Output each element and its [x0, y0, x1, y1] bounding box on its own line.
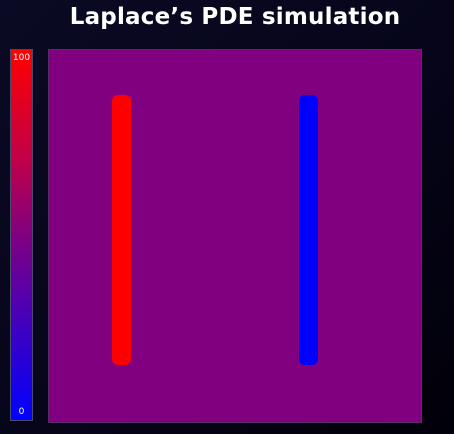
colorbar-min-label: 0 [18, 407, 25, 417]
colorbar-max-label: 100 [12, 53, 31, 63]
electrode-right[interactable] [299, 95, 318, 365]
colorbar: 100 0 [10, 49, 33, 421]
electrode-left[interactable] [112, 95, 131, 365]
simulation-field[interactable] [48, 49, 422, 423]
page-title: Laplace’s PDE simulation [69, 4, 401, 30]
